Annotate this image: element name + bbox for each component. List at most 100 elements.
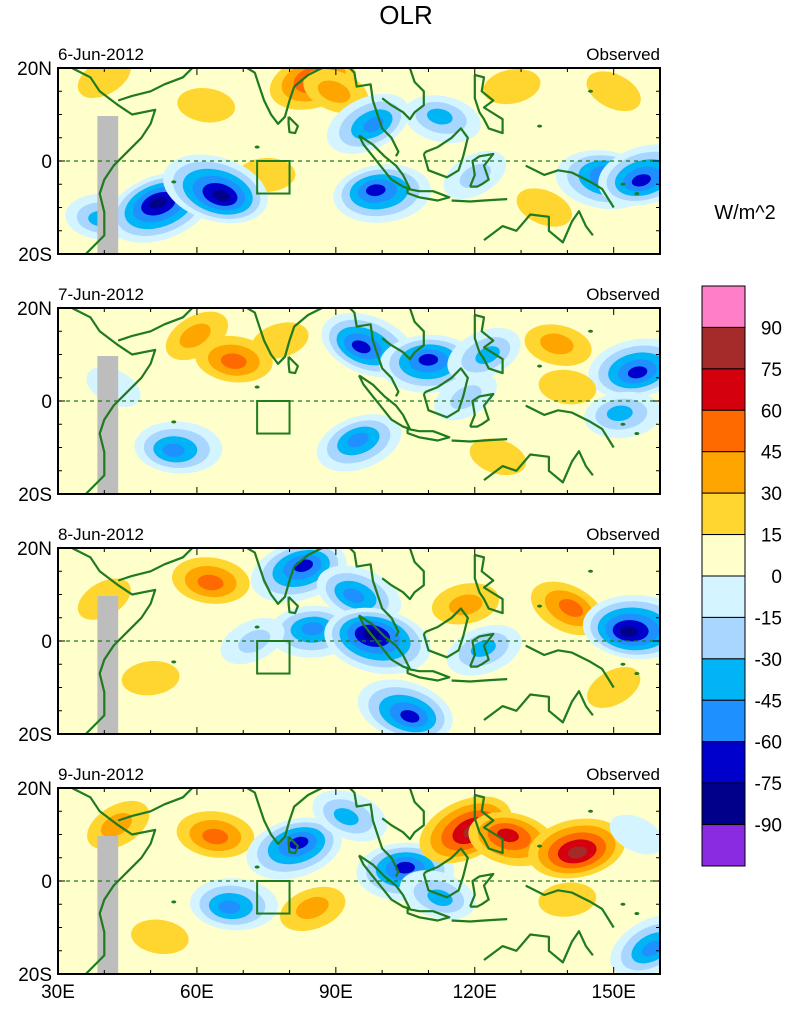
map-panel: 20N 0 20S 8-Jun-2012 Observed [17,525,661,746]
anomaly-contour [469,438,527,476]
colorbar-label: 0 [771,567,782,588]
coastline [335,548,400,637]
lat-tick-label: 20N [17,59,52,80]
missing-data-area [97,116,119,254]
colorbar-label: -30 [755,650,782,671]
anomaly-contour [351,340,371,354]
coastline [71,68,157,254]
map-field [58,308,660,494]
anomaly-blob [131,919,189,955]
anomaly-contour [260,204,319,239]
coastline [406,907,451,922]
coastline [381,308,425,361]
island [537,364,543,368]
island [634,192,640,196]
island [171,660,177,664]
island [254,145,260,149]
colorbar-label: 30 [761,484,782,505]
colorbar-swatch [701,782,746,826]
coastline [473,553,504,615]
island [254,625,260,629]
colorbar-label: -60 [755,733,782,754]
panel-source-label: Observed [586,285,660,304]
region-box [256,160,291,195]
island [620,182,626,186]
colorbar-swatch [701,326,746,370]
anomaly-contour [427,108,453,125]
coastline [525,164,615,209]
anomaly-contour [252,322,309,359]
anomaly-blob [516,188,572,227]
anomaly-contour [177,87,236,123]
region-box [256,400,291,435]
colorbar-swatch [701,534,746,577]
anomaly-blob [162,154,268,224]
island [588,809,594,813]
anomaly-contour [609,814,660,855]
colorbar-swatches [701,285,746,867]
lat-tick-label: 20N [17,779,52,800]
colorbar-tick-labels: 90 75 60 45 30 15 0 -15 -30 -45 -60 -75 -90 [755,318,782,836]
anomaly-contour [347,432,369,448]
colorbar-swatch [701,741,746,784]
coastline [287,836,299,855]
lon-tick-label: 60E [180,982,214,1003]
colorbar-label: 90 [761,318,782,339]
colorbar-swatch [701,368,746,411]
coastline [422,367,469,419]
coastline [525,644,615,689]
anomaly-blob [134,421,223,474]
island [634,432,640,436]
anomaly-blob [584,391,660,439]
coastline [469,392,495,428]
anomaly-blob [469,438,527,476]
lon-tick-label: 30E [41,982,75,1003]
island [171,180,177,184]
map-field [58,68,660,254]
map-panel: 20N 0 20S 6-Jun-2012 Observed [17,45,661,266]
anomaly-contour [333,808,359,826]
anomaly-contour [540,333,574,355]
anomaly-contour [448,594,483,616]
coastline [483,930,594,964]
lat-tick-label: 20S [18,485,52,506]
colorbar-label: -45 [755,691,782,712]
anomaly-contour [121,661,180,696]
anomaly-blob [609,814,660,855]
coastline [335,788,400,877]
coastline [525,404,615,449]
anomaly-contour [620,626,639,637]
lat-tick-label: 20S [18,965,52,986]
anomaly-blob [530,581,604,636]
coastline [451,678,508,683]
anomaly-contour [475,346,500,364]
missing-data-area [97,356,119,494]
anomaly-blob [77,68,131,98]
anomaly-contour [558,599,584,617]
anomaly-contour [400,710,420,723]
coastline [469,872,495,908]
map-panel: 20N 0 20S 7-Jun-2012 Observed [17,285,661,506]
coastline [483,450,594,484]
coastline [473,73,504,135]
coastline [287,596,299,615]
coastline [381,788,425,841]
coastline [473,793,504,855]
lon-tick-label: 90E [319,982,353,1003]
coastline [469,632,495,668]
lon-tick-label: 150E [592,982,636,1003]
coastline [473,313,504,375]
coastline [224,548,323,605]
coastline [422,127,469,179]
colorbar-label: -15 [755,608,782,629]
region-box [256,640,291,675]
island [537,844,543,848]
lat-tick-label: 0 [41,632,52,653]
island [620,902,626,906]
anomaly-blob [172,557,250,604]
colorbar-swatch [701,409,746,453]
anomaly-blob [251,548,347,603]
coastline [335,308,400,397]
lat-tick-label: 20N [17,539,52,560]
